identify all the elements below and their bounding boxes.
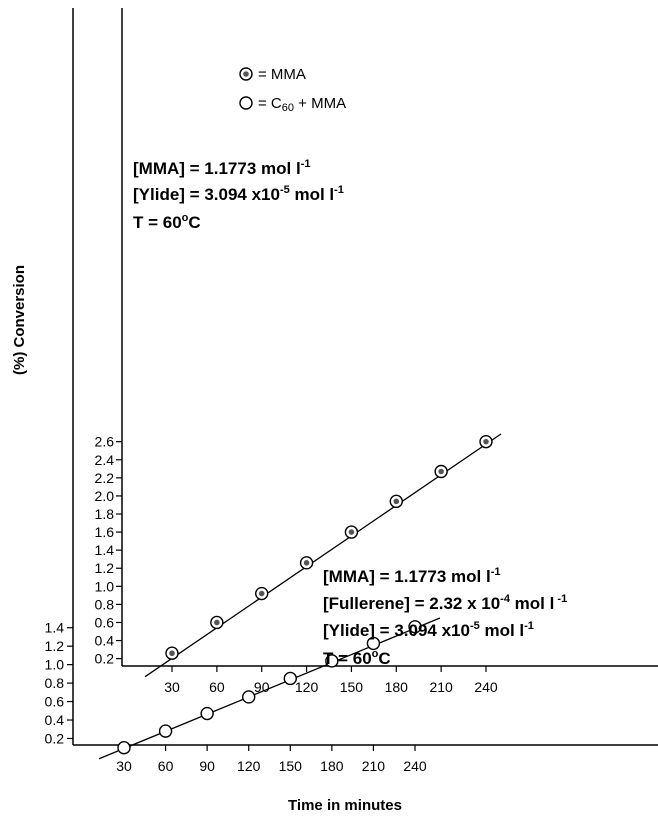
inner-x-tick-label: 180: [385, 679, 409, 695]
x-axis-title: Time in minutes: [288, 797, 402, 814]
inner-y-tick-label: 1.6: [95, 524, 115, 540]
mma-point-dot: [303, 560, 310, 566]
outer-x-tick-label: 150: [279, 758, 303, 774]
inner-x-tick-label: 90: [254, 679, 270, 695]
outer-y-tick-label: 0.2: [45, 730, 65, 746]
inner-x-tick-label: 210: [429, 679, 453, 695]
legend-mma-label: = MMA: [258, 66, 306, 83]
mma-point-dot: [258, 590, 265, 597]
legend-c60-marker: [239, 96, 253, 110]
annotation-c60-line4: T = 60oC: [323, 648, 391, 668]
inner-axis-ticks: 30 60 90 120 150 180 210 240 0.2 0.4 0.6 0.8 1.0 1.2 1…: [95, 434, 498, 695]
mma-point-dot: [438, 468, 444, 475]
outer-x-tick-label: 120: [237, 758, 261, 774]
outer-x-tick-label: 60: [158, 758, 174, 774]
inner-y-tick-label: 2.4: [95, 452, 115, 468]
c60-fit-line: [98, 617, 441, 760]
outer-y-tick-label: 1.0: [45, 657, 65, 673]
c60-point: [366, 636, 381, 651]
y-axis-title: (%) Conversion: [11, 265, 28, 375]
inner-y-tick-label: 0.4: [95, 633, 115, 649]
outer-x-tick-label: 240: [403, 758, 427, 774]
inner-x-tick-label: 30: [164, 679, 180, 695]
mma-point-dot: [393, 498, 400, 505]
outer-x-tick-label: 90: [199, 758, 215, 774]
annotation-c60-line2: [Fullerene] = 2.32 x 10-4 mol l -1: [323, 593, 567, 613]
inner-x-tick-label: 120: [295, 679, 319, 695]
outer-y-tick-label: 0.6: [45, 694, 65, 710]
mma-point-dot: [169, 650, 175, 657]
inner-y-tick-label: 0.8: [95, 596, 115, 612]
inner-y-tick-label: 0.2: [95, 651, 115, 667]
mma-point-dot: [483, 438, 489, 445]
outer-x-tick-label: 180: [320, 758, 344, 774]
inner-x-tick-label: 150: [340, 679, 364, 695]
annotation-mma-line2: [Ylide] = 3.094 x10-5 mol l-1: [133, 184, 344, 204]
data-points: [117, 434, 493, 755]
outer-x-tick-label: 210: [362, 758, 386, 774]
mma-point-dot: [348, 529, 355, 535]
c60-point: [117, 741, 131, 755]
inner-x-tick-label: 60: [209, 679, 225, 695]
c60-point: [408, 620, 422, 634]
mma-point-dot: [214, 619, 220, 626]
annotation-c60: [MMA] = 1.1773 mol l-1 [Fullerene] = 2.3…: [323, 566, 567, 668]
annotation-mma: [MMA] = 1.1773 mol l-1 [Ylide] = 3.094 x…: [133, 158, 344, 232]
inner-y-tick-label: 1.2: [95, 560, 115, 576]
inner-y-tick-label: 1.4: [95, 542, 115, 558]
outer-y-tick-label: 1.2: [45, 638, 65, 654]
inner-x-tick-label: 240: [474, 679, 498, 695]
inner-y-tick-label: 1.8: [95, 506, 115, 522]
annotation-c60-line3: [Ylide] = 3.094 x10-5 mol l-1: [323, 620, 534, 640]
inner-y-tick-label: 2.2: [95, 470, 115, 486]
outer-y-tick-label: 0.8: [45, 675, 65, 691]
inner-y-tick-label: 1.0: [95, 578, 115, 594]
annotation-mma-line1: [MMA] = 1.1773 mol l-1: [133, 158, 310, 178]
c60-point: [325, 654, 339, 668]
inner-y-tick-label: 2.6: [95, 434, 115, 450]
outer-y-tick-label: 0.4: [45, 712, 65, 728]
outer-y-tick-label: 1.4: [45, 620, 65, 636]
outer-x-tick-label: 30: [116, 758, 132, 774]
legend-mma-marker-dot: [243, 71, 249, 77]
legend-c60-label: = C60 + MMA: [258, 95, 346, 114]
c60-point: [158, 724, 173, 738]
outer-axis-ticks: 30 60 90 120 150 180 210 240 0.2 0.4 0.6 0.8 1.0 1.2 1…: [45, 620, 427, 774]
inner-y-tick-label: 0.6: [95, 614, 115, 630]
inner-y-tick-label: 2.0: [95, 488, 115, 504]
c60-point: [242, 690, 256, 704]
c60-point: [200, 706, 214, 721]
annotation-mma-line3: T = 60oC: [133, 212, 201, 232]
c60-point: [283, 671, 297, 686]
legend: = MMA = C60 + MMA: [239, 66, 346, 114]
annotation-c60-line1: [MMA] = 1.1773 mol l-1: [323, 566, 500, 586]
